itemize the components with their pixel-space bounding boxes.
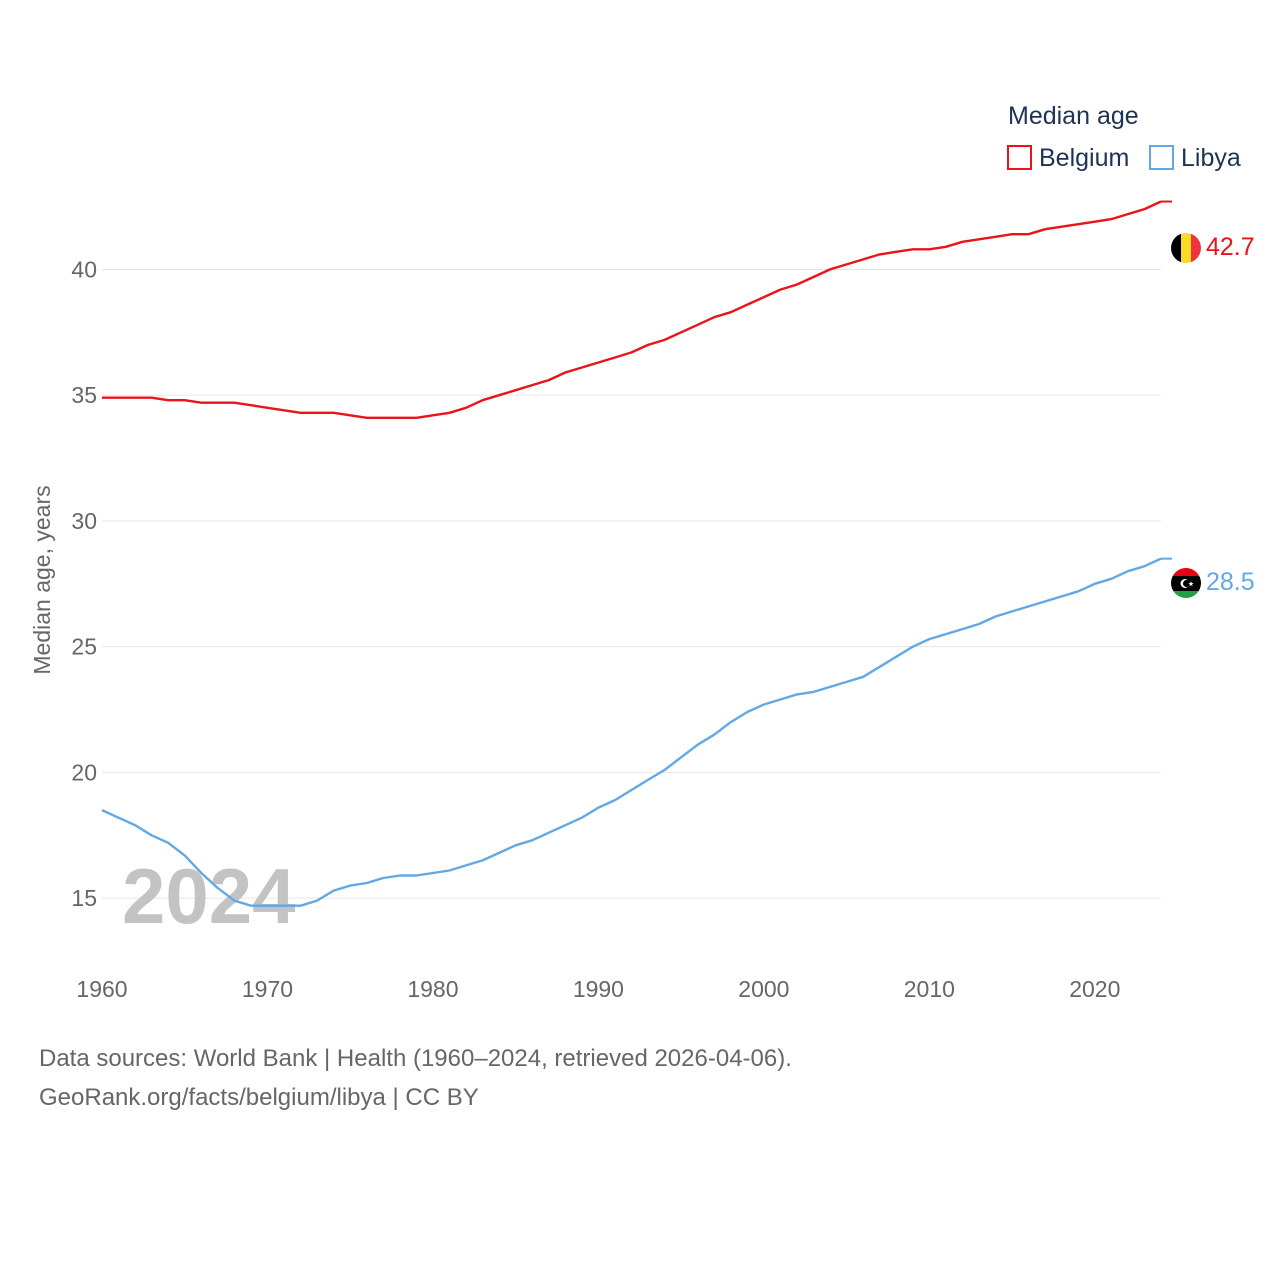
legend-swatch-belgium[interactable] [1007, 145, 1032, 170]
libya-flag-icon [1171, 568, 1201, 598]
gridlines [102, 268, 1161, 899]
x-tick-label: 1970 [242, 976, 293, 1002]
x-tick-label: 1980 [407, 976, 458, 1002]
y-tick-label: 20 [71, 759, 97, 785]
series-line-libya[interactable] [101, 557, 1162, 907]
end-value-belgium: 42.7 [1206, 233, 1255, 261]
legend-swatch-libya[interactable] [1149, 145, 1174, 170]
x-tick-label: 1990 [573, 976, 624, 1002]
footer-attribution[interactable]: GeoRank.org/facts/belgium/libya | CC BY [39, 1084, 479, 1111]
legend: Median age Belgium Libya [1007, 102, 1241, 172]
legend-title: Median age [1008, 102, 1139, 130]
legend-label-belgium[interactable]: Belgium [1039, 144, 1129, 172]
footer-sources: Data sources: World Bank | Health (1960–… [39, 1045, 792, 1072]
belgium-flag-icon [1171, 233, 1201, 263]
x-tick-label: 2010 [904, 976, 955, 1002]
x-axis-ticks: 1960 1970 1980 1990 2000 2010 2020 [76, 976, 1120, 1002]
y-axis-ticks: 15 20 25 30 35 40 [71, 256, 97, 911]
y-tick-label: 35 [71, 382, 97, 408]
y-tick-label: 40 [71, 256, 97, 282]
y-tick-label: 15 [71, 885, 97, 911]
legend-label-libya[interactable]: Libya [1181, 144, 1241, 172]
end-value-libya: 28.5 [1206, 568, 1255, 596]
y-tick-label: 30 [71, 508, 97, 534]
year-watermark: 2024 [122, 852, 296, 940]
series-lines [101, 200, 1172, 907]
y-tick-label: 25 [71, 634, 97, 660]
x-tick-label: 1960 [76, 976, 127, 1002]
x-tick-label: 2020 [1069, 976, 1120, 1002]
x-tick-label: 2000 [738, 976, 789, 1002]
y-axis-label: Median age, years [29, 485, 55, 674]
series-line-belgium[interactable] [102, 200, 1162, 419]
